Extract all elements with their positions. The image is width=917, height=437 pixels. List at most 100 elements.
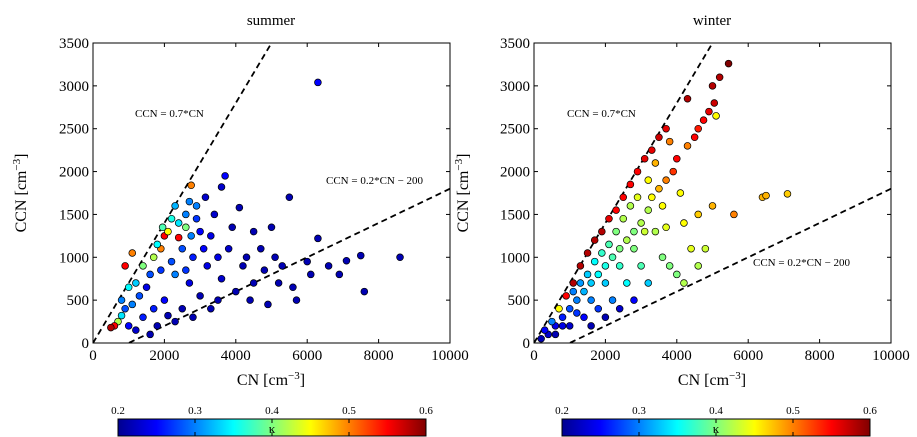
data-point xyxy=(171,317,179,326)
data-point xyxy=(633,167,642,176)
data-point xyxy=(662,176,670,184)
data-point xyxy=(601,279,610,287)
colorbar-tick-label: 0.2 xyxy=(555,405,569,417)
data-point xyxy=(708,202,717,210)
data-point xyxy=(690,133,699,142)
data-point xyxy=(615,262,624,270)
data-point xyxy=(623,279,631,287)
data-point xyxy=(128,300,137,309)
data-point xyxy=(199,244,208,253)
data-point xyxy=(260,266,269,274)
data-point xyxy=(124,283,133,292)
data-point xyxy=(644,279,652,287)
data-point xyxy=(648,193,656,202)
y-tick-label: 0 xyxy=(82,336,90,352)
data-point xyxy=(680,279,688,287)
data-point xyxy=(153,322,162,330)
data-point xyxy=(192,202,201,210)
data-point xyxy=(601,313,610,322)
data-point xyxy=(192,214,201,223)
data-point xyxy=(342,256,351,265)
data-point xyxy=(583,270,592,279)
colorbar-tick-label: 0.6 xyxy=(863,405,877,417)
data-point xyxy=(687,244,695,253)
colorbar-tick-label: 0.3 xyxy=(188,405,202,417)
data-point xyxy=(153,240,162,249)
x-tick-label: 6000 xyxy=(733,348,763,364)
data-point xyxy=(694,210,702,219)
data-point xyxy=(651,227,660,236)
y-tick-label: 1500 xyxy=(500,207,530,223)
xticks: 0 2000 4000 6000 8000 10000 xyxy=(530,43,910,364)
data-point xyxy=(185,279,194,287)
data-point xyxy=(555,304,563,313)
data-point xyxy=(142,283,151,292)
data-point xyxy=(257,244,265,253)
y-tick-label: 500 xyxy=(508,293,531,309)
x-axis-label: CN [cm−3] xyxy=(678,370,746,389)
data-point xyxy=(149,253,158,262)
data-point xyxy=(712,112,720,120)
line-label-upper: CCN = 0.7*CN xyxy=(135,108,204,120)
data-point xyxy=(644,206,652,214)
line-label-lower: CCN = 0.2*CN − 200 xyxy=(753,257,851,269)
data-point xyxy=(583,249,592,257)
y-tick-label: 0 xyxy=(523,336,531,352)
y-tick-label: 2500 xyxy=(59,122,89,138)
colorbar-tick-label: 0.4 xyxy=(709,405,723,417)
data-point xyxy=(605,214,613,223)
data-point xyxy=(128,249,137,257)
axes-box xyxy=(533,42,892,344)
data-point xyxy=(683,142,692,150)
data-point xyxy=(121,304,129,313)
panel-summer: summer 0 2000 4000 6000 8000 10000 0 500 1000 15… xyxy=(11,13,469,389)
data-point xyxy=(207,304,215,313)
x-tick-label: 0 xyxy=(530,348,538,364)
data-point xyxy=(708,82,717,90)
data-point xyxy=(167,214,176,223)
data-point xyxy=(174,219,183,227)
x-tick-label: 2000 xyxy=(149,348,179,364)
data-point xyxy=(360,287,369,296)
data-point xyxy=(307,270,315,279)
data-point xyxy=(178,244,187,253)
x-tick-label: 2000 xyxy=(590,348,620,364)
data-point xyxy=(673,270,681,279)
line-label-upper: CCN = 0.7*CN xyxy=(567,108,636,120)
data-point xyxy=(580,287,588,296)
data-point xyxy=(132,326,140,334)
data-point xyxy=(587,296,595,304)
xticks: 0 2000 4000 6000 8000 10000 xyxy=(89,43,469,364)
panel-winter: winter 0 2000 4000 6000 8000 10000 0 500 1000 15… xyxy=(453,13,910,389)
data-point xyxy=(565,322,574,330)
data-point xyxy=(167,257,176,266)
x-tick-label: 10000 xyxy=(431,348,469,364)
data-point xyxy=(249,227,258,236)
data-point xyxy=(146,270,154,279)
colorbar-summer: 0.2 0.3 0.4 0.5 0.6 κ xyxy=(111,405,433,437)
data-point xyxy=(228,223,236,232)
data-point xyxy=(587,279,595,287)
data-point xyxy=(196,227,204,236)
data-point xyxy=(701,244,710,253)
data-point xyxy=(249,279,258,287)
x-tick-label: 8000 xyxy=(364,348,394,364)
data-point xyxy=(171,202,179,210)
y-tick-label: 3000 xyxy=(500,79,530,95)
data-point xyxy=(182,223,190,232)
data-point xyxy=(651,159,660,167)
x-tick-label: 10000 xyxy=(872,348,910,364)
colorbar-ticks: 0.2 0.3 0.4 0.5 0.6 xyxy=(111,405,433,436)
colorbar-label: κ xyxy=(269,421,276,436)
y-tick-label: 500 xyxy=(67,293,90,309)
reference-line xyxy=(126,187,450,343)
data-point xyxy=(594,304,603,313)
data-point xyxy=(601,262,610,270)
data-point xyxy=(699,116,708,124)
data-point xyxy=(540,326,549,334)
data-point xyxy=(644,176,652,184)
data-point xyxy=(683,94,692,103)
data-point xyxy=(637,219,645,227)
data-point xyxy=(587,322,595,330)
data-point xyxy=(264,300,272,309)
